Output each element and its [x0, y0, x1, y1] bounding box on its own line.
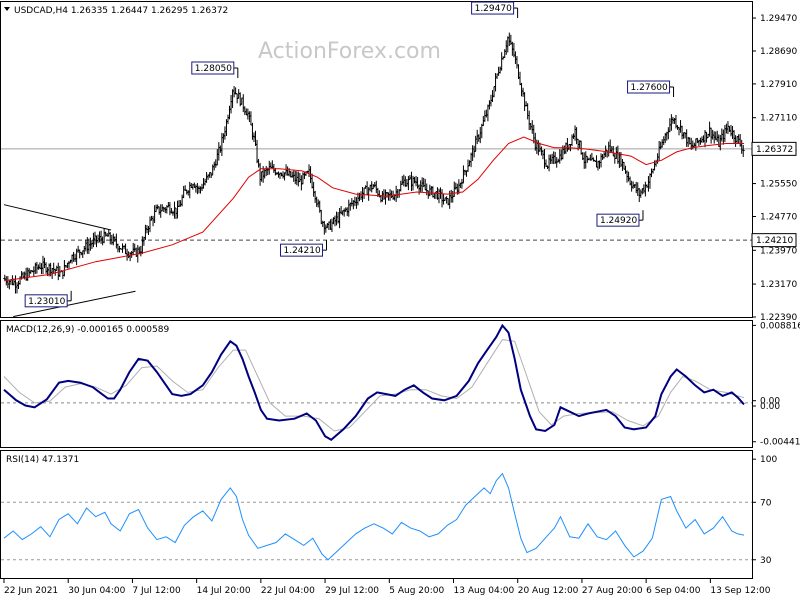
time-tick-label: 20 Aug 12:00 — [518, 586, 579, 596]
dropdown-arrow-icon[interactable] — [4, 7, 10, 11]
time-tick-label: 22 Jun 2021 — [4, 586, 58, 596]
price-tick-label: 1.27110 — [760, 114, 797, 124]
macd-tick-label: 0.00 — [760, 397, 780, 407]
price-panel: 1.294701.286901.279101.271101.263301.255… — [0, 1, 797, 323]
annotation-label: 1.24210 — [283, 246, 320, 256]
price-annotations: 1.28050 1.29470 1.27600 1.24920 1.24210 1.230… — [24, 1, 675, 308]
price-panel-header: USDCAD,H4 1.26335 1.26447 1.26295 1.2637… — [14, 6, 228, 16]
time-tick-label: 14 Jul 20:00 — [197, 586, 251, 596]
macd-y-axis: 0.008816 0.000.00 -0.004416 — [752, 321, 800, 448]
time-axis: 22 Jun 2021 30 Jun 04:00 7 Jul 12:00 14 Jul… — [3, 579, 771, 596]
price-tick-label: 1.27910 — [760, 80, 797, 90]
annotation-label: 1.24920 — [600, 216, 637, 226]
time-tick-label: 6 Sep 04:00 — [646, 586, 701, 596]
support-level-label: 1.24210 — [756, 236, 793, 246]
price-annotation: 1.29470 — [471, 1, 519, 19]
rsi-tick-label: 30 — [760, 556, 772, 566]
macd-main-line — [3, 323, 745, 442]
price-tick-label: 1.23970 — [760, 246, 797, 256]
current-price-label: 1.26372 — [756, 145, 793, 155]
rsi-panel-header: RSI(14) 47.1371 — [6, 455, 79, 465]
price-tick-label: 1.25550 — [760, 180, 797, 190]
time-tick-label: 7 Jul 12:00 — [132, 586, 181, 596]
macd-panel: 0.008816 0.000.00 -0.004416 MACD(12,26,9) … — [0, 320, 800, 448]
price-tick-label: 1.22390 — [760, 313, 797, 323]
triangle-trendline — [13, 290, 136, 318]
macd-tick-label: -0.004416 — [760, 438, 800, 448]
price-annotation: 1.24210 — [279, 240, 327, 257]
annotation-label: 1.27600 — [631, 83, 668, 93]
rsi-panel: 100 70 30 RSI(14) 47.1371 — [0, 450, 777, 579]
support-level-tag: 1.24210 — [751, 233, 797, 248]
moving-average-line — [3, 136, 744, 282]
time-tick-label: 29 Jul 12:00 — [325, 586, 379, 596]
macd-tick-label: 0.00 — [760, 402, 780, 412]
annotation-label: 1.29470 — [475, 4, 512, 14]
price-tick-label: 1.29470 — [760, 14, 797, 24]
time-tick-label: 13 Sep 12:00 — [710, 586, 770, 596]
price-annotation: 1.28050 — [191, 61, 239, 79]
macd-signal-line — [3, 339, 745, 432]
price-tick-label: 1.23170 — [760, 280, 797, 290]
price-tick-label: 1.24770 — [760, 213, 797, 223]
current-price-tag: 1.26372 — [751, 141, 797, 156]
price-annotation: 1.27600 — [627, 80, 675, 98]
rsi-level-lines — [1, 501, 752, 561]
rsi-y-axis: 100 70 30 — [752, 455, 777, 566]
rsi-tick-label: 100 — [760, 455, 777, 465]
time-tick-label: 30 Jun 04:00 — [68, 586, 125, 596]
price-tick-label: 1.28690 — [760, 47, 797, 57]
time-tick-label: 27 Aug 20:00 — [582, 586, 643, 596]
macd-panel-header: MACD(12,26,9) -0.000165 0.000589 — [6, 325, 169, 335]
price-annotation: 1.23010 — [24, 290, 72, 308]
price-annotation: 1.24920 — [596, 210, 644, 227]
rsi-line — [3, 472, 745, 561]
time-tick-label: 22 Jul 04:00 — [261, 586, 315, 596]
time-tick-label: 5 Aug 20:00 — [389, 586, 444, 596]
time-tick-label: 13 Aug 04:00 — [454, 586, 515, 596]
rsi-tick-label: 70 — [760, 498, 772, 508]
triangle-trendline — [3, 204, 112, 231]
watermark: ActionForex.com — [258, 39, 441, 64]
annotation-label: 1.23010 — [28, 297, 65, 307]
macd-tick-label: 0.008816 — [760, 321, 800, 331]
annotation-label: 1.28050 — [195, 64, 232, 74]
triangle-trendlines — [3, 204, 136, 318]
ohlc-bar — [741, 145, 745, 157]
